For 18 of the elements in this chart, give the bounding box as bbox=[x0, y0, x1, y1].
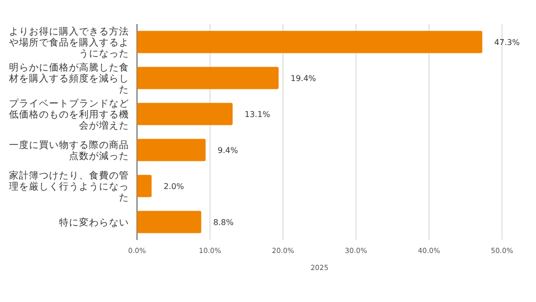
text: 13.1% bbox=[244, 110, 270, 119]
bar bbox=[137, 30, 482, 54]
bar bbox=[137, 210, 202, 234]
text: 9.4% bbox=[218, 146, 238, 155]
y-tick-label: 家計簿つけたり、食費の管理を厳しく行うようになった bbox=[9, 170, 129, 204]
text: 47.3% bbox=[494, 38, 520, 47]
y-tick-label: よりお得に購入できる方法や場所で食品を購入するようになった bbox=[9, 26, 129, 60]
bar bbox=[137, 138, 206, 162]
text: 8.8% bbox=[213, 218, 234, 227]
y-tick-label: 明らかに価格が高騰した食材を購入する頻度を減らした bbox=[8, 62, 129, 96]
y-tick-label: 特に変わらない bbox=[59, 216, 129, 228]
text: 19.4% bbox=[290, 74, 316, 83]
bar bbox=[137, 174, 152, 198]
y-tick-label: プライベートブランドなど低価格のものを利用する機会が増えた bbox=[9, 98, 129, 132]
text: 2.0% bbox=[164, 182, 184, 191]
y-tick-label: 一度に買い物する際の商品点数が減った bbox=[9, 139, 129, 162]
bar bbox=[137, 66, 279, 90]
bar bbox=[137, 102, 233, 126]
